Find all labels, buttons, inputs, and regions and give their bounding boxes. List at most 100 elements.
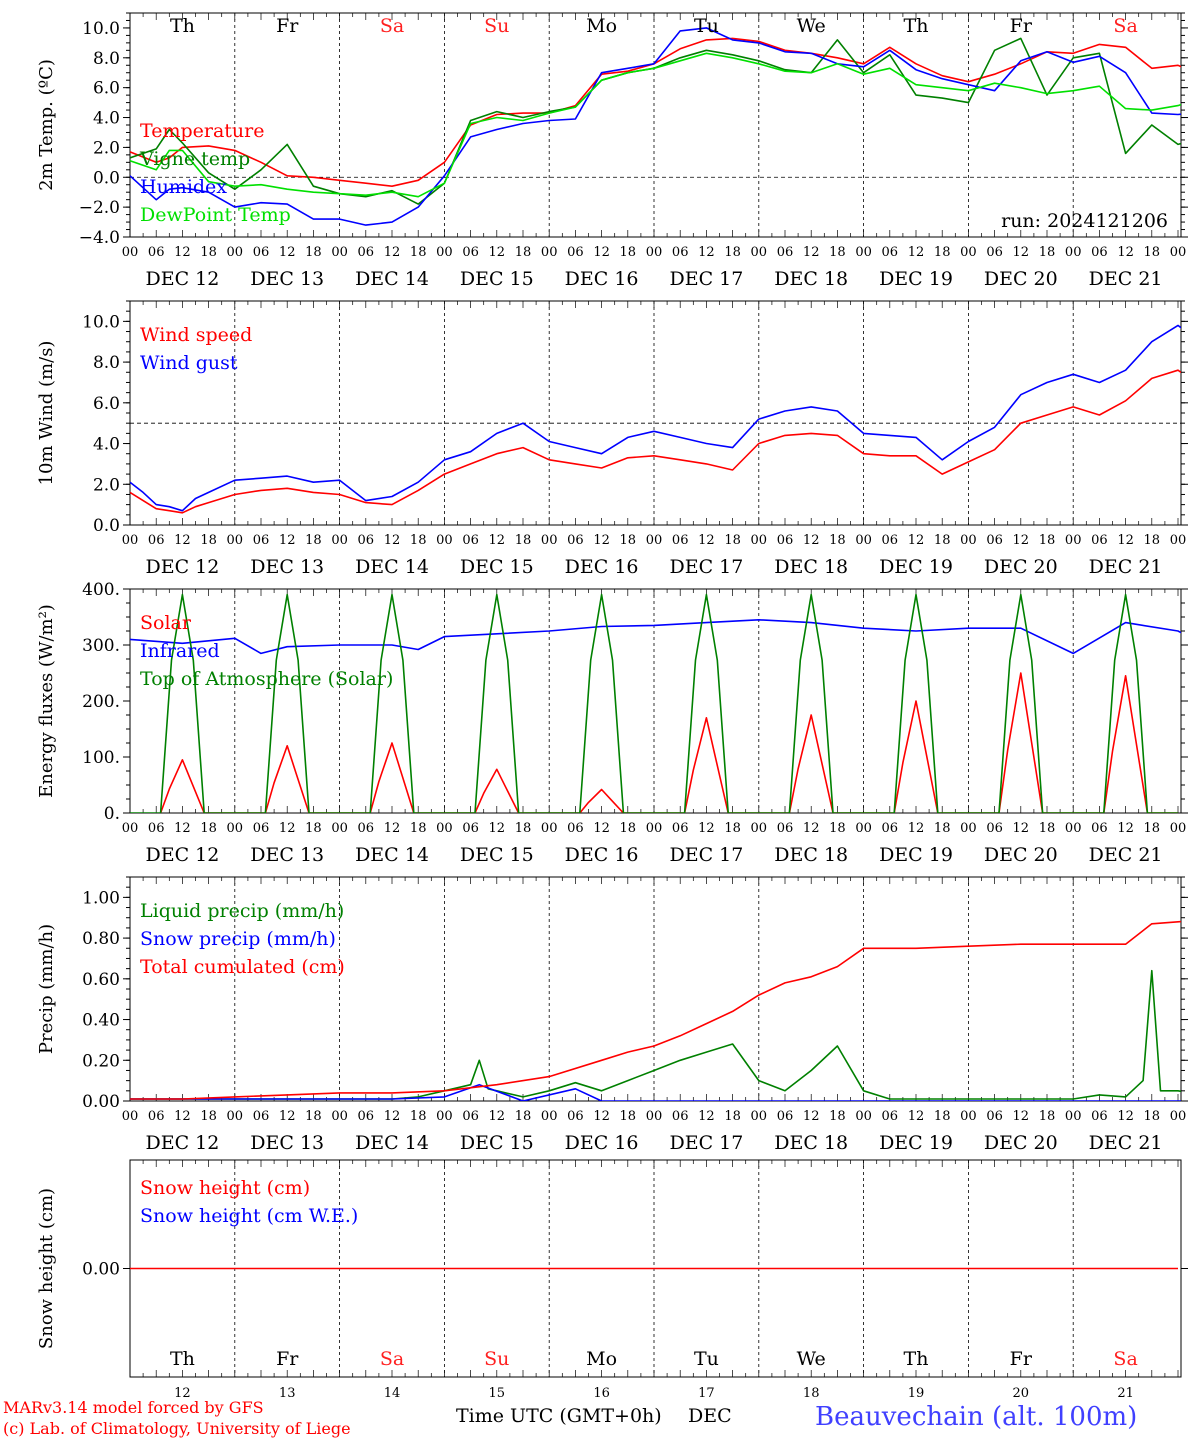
bottom-day-number: 20 (1013, 1386, 1030, 1401)
x-hour-label: 06 (253, 1109, 270, 1124)
x-hour-label: 00 (960, 245, 977, 260)
x-hour-label: 18 (1039, 245, 1056, 260)
x-hour-label: 00 (227, 533, 244, 548)
legend-entry: DewPoint Temp (140, 204, 291, 226)
x-hour-label: 18 (1039, 1109, 1056, 1124)
x-day-label: DEC 18 (774, 268, 848, 290)
legend-entry: Snow height (cm W.E.) (140, 1205, 358, 1227)
x-hour-label: 12 (489, 533, 506, 548)
x-axis-month: DEC (688, 1405, 732, 1427)
x-day-label: DEC 20 (984, 1132, 1058, 1154)
x-hour-label: 12 (279, 821, 296, 836)
x-day-label: DEC 16 (565, 556, 639, 578)
x-day-label: DEC 13 (250, 844, 324, 866)
x-hour-label: 06 (567, 1109, 584, 1124)
series-group (130, 920, 1181, 1101)
y-tick-label: −4.0 (79, 228, 120, 248)
x-hour-label: 12 (279, 245, 296, 260)
x-hour-label: 12 (803, 821, 820, 836)
x-day-label: DEC 19 (879, 844, 953, 866)
series-snow-precip-mm-h (130, 1083, 1181, 1101)
y-axis-label: Energy fluxes (W/m²) (36, 604, 57, 798)
bottom-day-number: 15 (489, 1386, 506, 1401)
x-day-label: DEC 14 (355, 1132, 429, 1154)
series-dewpoint-temp (130, 52, 1181, 198)
x-day-label: DEC 19 (879, 268, 953, 290)
x-hour-label: 06 (986, 1109, 1003, 1124)
x-hour-label: 00 (122, 821, 139, 836)
x-hour-label: 00 (227, 245, 244, 260)
weekday-label-top: Tu (694, 15, 719, 37)
weekday-label-top: Su (484, 15, 509, 37)
x-hour-label: 06 (672, 821, 689, 836)
x-hour-label: 12 (279, 1109, 296, 1124)
x-day-label: DEC 15 (460, 556, 534, 578)
y-tick-label: 0.0 (93, 168, 120, 188)
weekday-label-bottom: Fr (276, 1348, 299, 1370)
x-hour-label: 18 (1144, 1109, 1161, 1124)
x-hour-label: 18 (620, 1109, 637, 1124)
x-hour-label: 00 (1065, 1109, 1082, 1124)
x-day-label: DEC 14 (355, 556, 429, 578)
x-hour-label: 18 (620, 821, 637, 836)
y-tick-label: 300. (82, 636, 120, 656)
legend-entry: Humidex (140, 176, 227, 198)
series-top-of-atmosphere-solar (130, 593, 1178, 813)
y-tick-label: 400. (82, 580, 120, 600)
x-hour-label: 18 (410, 1109, 427, 1124)
x-day-label: DEC 15 (460, 844, 534, 866)
x-day-label: DEC 17 (669, 844, 743, 866)
x-hour-label: 18 (200, 245, 217, 260)
x-hour-label: 12 (279, 533, 296, 548)
weekday-label-top: Th (904, 15, 929, 37)
y-axis-label: Precip (mm/h) (36, 924, 57, 1054)
x-day-label: DEC 21 (1089, 556, 1163, 578)
legend-entry: Wind speed (140, 324, 252, 346)
x-hour-label: 12 (1013, 245, 1030, 260)
panel-5: 0.00 Snow height (cm) Snow height (cm) Snow… (36, 1159, 1188, 1378)
y-tick-label: 10.0 (82, 312, 120, 332)
x-hour-label: 12 (698, 533, 715, 548)
x-hour-label: 00 (122, 1109, 139, 1124)
x-hour-label: 06 (777, 533, 794, 548)
x-hour-label: 18 (1144, 533, 1161, 548)
y-axis-label: Snow height (cm) (36, 1188, 57, 1349)
x-hour-label: 06 (882, 533, 899, 548)
x-hour-label: 12 (1117, 533, 1134, 548)
x-hour-label: 00 (331, 533, 348, 548)
x-hour-label: 00 (227, 1109, 244, 1124)
weekday-label-bottom: We (797, 1348, 826, 1370)
x-hour-label: 18 (200, 821, 217, 836)
x-hour-label: 18 (515, 1109, 532, 1124)
x-hour-label: 00 (541, 821, 558, 836)
series-wind-gust (130, 324, 1181, 512)
x-hour-label: 18 (410, 245, 427, 260)
x-hour-label: 12 (1117, 1109, 1134, 1124)
series-wind-speed (130, 369, 1181, 514)
series-temperature (130, 37, 1181, 187)
series-total-cumulated-cm (130, 920, 1181, 1100)
y-axis-label: 10m Wind (m/s) (36, 341, 57, 486)
series-humidex (130, 27, 1181, 226)
x-hour-label: 12 (803, 533, 820, 548)
weekday-label-bottom: Mo (586, 1348, 617, 1370)
legend-entry: Temperature (140, 120, 264, 142)
run-label: run: 2024121206 (1001, 210, 1168, 232)
x-hour-label: 12 (593, 821, 610, 836)
x-day-label: DEC 13 (250, 556, 324, 578)
panel-1: −4.0 −2.0 0.0 2.0 4.0 6.0 8.0 10.0 2m Temp. (ºC)… (36, 12, 1188, 290)
x-hour-label: 00 (1065, 533, 1082, 548)
x-hour-label: 12 (698, 1109, 715, 1124)
x-hour-label: 18 (305, 245, 322, 260)
x-hour-label: 06 (672, 245, 689, 260)
x-hour-label: 00 (331, 245, 348, 260)
x-hour-label: 06 (567, 245, 584, 260)
x-hour-label: 18 (620, 533, 637, 548)
x-hour-label: 18 (1144, 821, 1161, 836)
x-day-label: DEC 17 (669, 268, 743, 290)
x-day-label: DEC 21 (1089, 844, 1163, 866)
plot-frame (129, 300, 1182, 526)
x-hour-label: 06 (777, 245, 794, 260)
bottom-day-number: 14 (384, 1386, 401, 1401)
bottom-day-number: 16 (593, 1386, 610, 1401)
